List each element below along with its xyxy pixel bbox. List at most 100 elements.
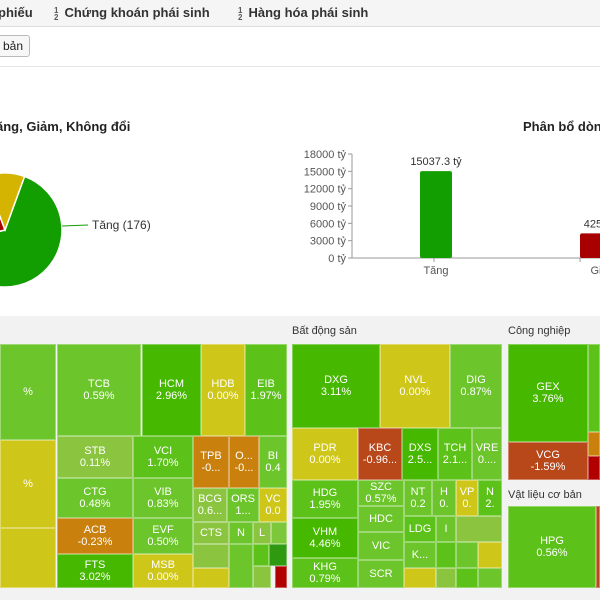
tile-hpg[interactable]: HPG 0.56% bbox=[508, 506, 596, 588]
tile-tcb[interactable]: TCB 0.59% bbox=[57, 344, 141, 436]
tile-small-5[interactable] bbox=[253, 544, 269, 566]
tile-kbc[interactable]: KBC -0.96... bbox=[358, 428, 402, 480]
tile-symbol: VIB bbox=[154, 486, 172, 498]
tile-vp[interactable]: VP 0. bbox=[456, 480, 478, 516]
tile-evf[interactable]: EVF 0.50% bbox=[133, 518, 193, 554]
tile-i[interactable]: I bbox=[436, 516, 456, 542]
tile-pct: 0.00% bbox=[207, 390, 239, 402]
y-tick-label: 15000 tỷ bbox=[304, 166, 347, 178]
tile-scr[interactable]: SCR bbox=[358, 560, 404, 588]
tile-symbol: HDB bbox=[211, 378, 235, 390]
tile-hcm[interactable]: HCM 2.96% bbox=[142, 344, 201, 436]
tile-tch[interactable]: TCH 2.1... bbox=[438, 428, 472, 480]
tile-symbol: HDG bbox=[312, 487, 338, 499]
tile-small-12[interactable] bbox=[478, 542, 502, 568]
tile-vci[interactable]: VCI 1.70% bbox=[133, 436, 193, 478]
tile-vcg[interactable]: VCG -1.59% bbox=[508, 442, 588, 480]
tile-bank-left-2[interactable]: % bbox=[0, 440, 56, 528]
tile-n2[interactable]: N 2. bbox=[478, 480, 502, 516]
tile-khg[interactable]: KHG 0.79% bbox=[292, 558, 358, 588]
tile-bcg[interactable]: BCG 0.6... bbox=[193, 488, 227, 522]
tab-commodity-derivatives[interactable]: 1 2 Hàng hóa phái sinh bbox=[238, 5, 368, 21]
tile-pct: 0.00% bbox=[309, 454, 341, 466]
tile-pct: -1.59% bbox=[530, 461, 566, 473]
tile-fts[interactable]: FTS 3.02% bbox=[57, 554, 133, 588]
tile-cts[interactable]: CTS bbox=[193, 522, 229, 544]
tile-small-14[interactable] bbox=[436, 568, 456, 588]
tab-stocks[interactable]: phiếu bbox=[0, 5, 33, 20]
tile-ctg[interactable]: CTG 0.48% bbox=[57, 478, 133, 518]
tile-industry-edge-1[interactable] bbox=[588, 344, 600, 432]
tile-small-15[interactable] bbox=[456, 568, 478, 588]
tile-vc[interactable]: VC 0.0 bbox=[259, 488, 287, 522]
tile-vhm[interactable]: VHM 4.46% bbox=[292, 518, 358, 558]
tile-small-6[interactable] bbox=[269, 544, 287, 566]
tile-pct: 0.2 bbox=[410, 498, 426, 510]
tile-industry-edge-3[interactable] bbox=[588, 456, 600, 480]
tile-h[interactable]: H 0. bbox=[432, 480, 456, 516]
filter-button[interactable]: bản bbox=[0, 35, 31, 57]
tile-pct: 1... bbox=[235, 505, 251, 517]
tile-gex[interactable]: GEX 3.76% bbox=[508, 344, 588, 442]
tile-dxg[interactable]: DXG 3.11% bbox=[292, 344, 380, 428]
tile-bank-left-1[interactable]: % bbox=[0, 344, 56, 440]
tile-n[interactable]: N bbox=[229, 522, 253, 544]
tile-pct: 2.96% bbox=[155, 390, 188, 402]
tile-ldg[interactable]: LDG bbox=[404, 516, 436, 542]
tile-small-9[interactable] bbox=[456, 516, 502, 542]
tile-bank-left-3[interactable] bbox=[0, 528, 56, 588]
tile-small-8[interactable] bbox=[275, 566, 287, 588]
tile-materials-edge[interactable] bbox=[596, 506, 600, 588]
tile-pct: 2.1... bbox=[442, 454, 468, 466]
filter-button-label: bản bbox=[3, 39, 24, 53]
tile-bi[interactable]: BI 0.4 bbox=[259, 436, 287, 488]
tile-pdr[interactable]: PDR 0.00% bbox=[292, 428, 358, 480]
tile-small-2[interactable] bbox=[193, 544, 229, 568]
tile-dig[interactable]: DIG 0.87% bbox=[450, 344, 502, 428]
tile-szc[interactable]: SZC 0.57% bbox=[358, 480, 404, 506]
tile-industry-edge-2[interactable] bbox=[588, 432, 600, 456]
tile-dxs[interactable]: DXS 2.5... bbox=[402, 428, 438, 480]
tile-acb[interactable]: ACB -0.23% bbox=[57, 518, 133, 554]
tile-hdb[interactable]: HDB 0.00% bbox=[201, 344, 245, 436]
tile-nvl[interactable]: NVL 0.00% bbox=[380, 344, 450, 428]
tile-vic[interactable]: VIC bbox=[358, 532, 404, 560]
tile-ors[interactable]: ORS 1... bbox=[227, 488, 259, 522]
tile-pct: 0.57% bbox=[365, 493, 397, 505]
tile-vib[interactable]: VIB 0.83% bbox=[133, 478, 193, 518]
tile-eib[interactable]: EIB 1.97% bbox=[245, 344, 287, 436]
tile-small-13[interactable] bbox=[404, 568, 436, 588]
tile-l[interactable]: L bbox=[253, 522, 271, 544]
tile-tpb[interactable]: TPB -0... bbox=[193, 436, 229, 488]
bar-up[interactable] bbox=[420, 171, 452, 258]
tile-small-16[interactable] bbox=[478, 568, 502, 588]
tile-small-7[interactable] bbox=[253, 566, 271, 588]
tile-stb[interactable]: STB 0.11% bbox=[57, 436, 133, 478]
tile-vre[interactable]: VRE 0.... bbox=[472, 428, 502, 480]
tile-pct: 0.83% bbox=[147, 498, 179, 510]
pie-slice-tăng[interactable] bbox=[0, 175, 63, 288]
tile-small-1[interactable] bbox=[271, 522, 287, 544]
tile-nt[interactable]: NT 0.2 bbox=[404, 480, 432, 516]
tile-hdg[interactable]: HDG 1.95% bbox=[292, 480, 358, 518]
tile-small-4[interactable] bbox=[229, 544, 253, 588]
tile-k[interactable]: K... bbox=[404, 542, 436, 568]
tile-pct: 0.50% bbox=[147, 536, 179, 548]
pie-chart: Tăng (176) bbox=[0, 172, 151, 288]
tile-small-3[interactable] bbox=[193, 568, 229, 588]
tile-small-11[interactable] bbox=[456, 542, 478, 568]
sector-label-materials: Vật liệu cơ bản bbox=[508, 489, 582, 501]
tile-small-10[interactable] bbox=[436, 542, 456, 568]
tile-pct: 2. bbox=[485, 498, 495, 510]
bar-down[interactable] bbox=[580, 233, 600, 258]
pie-slice-không-đổi[interactable] bbox=[0, 172, 26, 233]
tile-msb[interactable]: MSB 0.00% bbox=[133, 554, 193, 588]
tile-pct: 3.11% bbox=[320, 386, 352, 398]
tab-derivatives[interactable]: 1 2 Chứng khoán phái sinh bbox=[54, 5, 210, 21]
tile-hdc[interactable]: HDC bbox=[358, 506, 404, 532]
tab-derivatives-label: Chứng khoán phái sinh bbox=[64, 5, 210, 20]
tile-symbol: BCG bbox=[198, 493, 222, 505]
tile-symbol: VRE bbox=[475, 442, 499, 454]
tile-o[interactable]: O... -0... bbox=[229, 436, 259, 488]
y-tick-label: 3000 tỷ bbox=[310, 236, 347, 248]
